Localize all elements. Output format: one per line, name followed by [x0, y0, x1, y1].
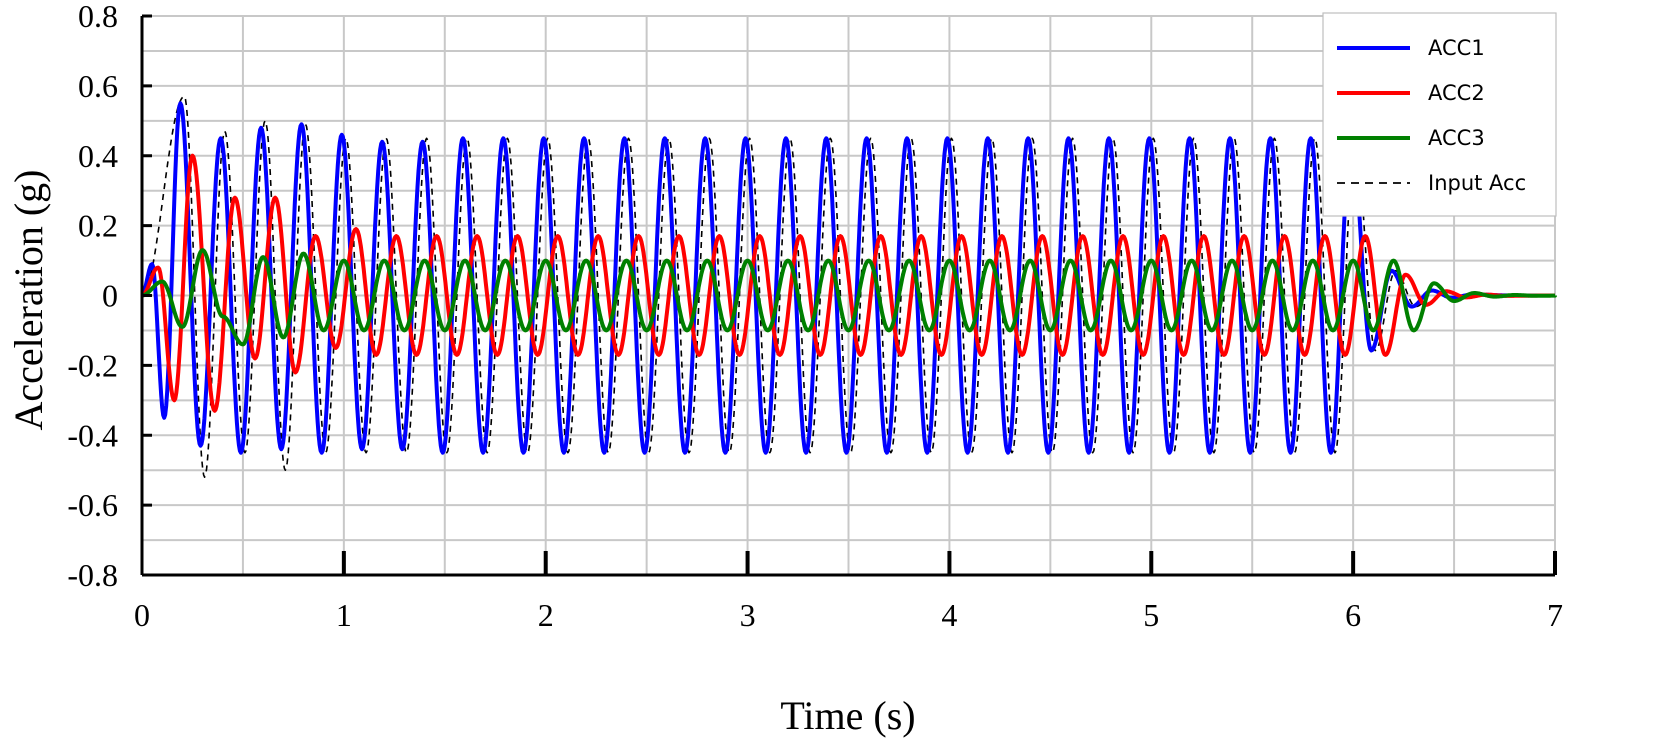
tick-labels: 0 1 2 3 4 5 6 7 0.8 0.6 0.4 0.2 0 -0.2 -0.4 -0.6 -0.8: [67, 0, 1563, 633]
y-tick-label: -0.4: [67, 417, 118, 453]
y-tick-label: 0.4: [78, 138, 118, 174]
series-line-acc1: [140, 101, 1556, 455]
y-tick-label: -0.8: [67, 557, 118, 593]
x-tick-label: 4: [941, 597, 957, 633]
y-tick-label: 0.6: [78, 68, 118, 104]
legend-label: Input Acc: [1428, 171, 1526, 195]
x-tick-label: 2: [538, 597, 554, 633]
y-tick-label: -0.6: [67, 487, 118, 523]
x-axis-title: Time (s): [780, 693, 915, 738]
series-line-acc3: [141, 248, 1557, 347]
x-tick-label: 5: [1143, 597, 1159, 633]
y-axis-title: Acceleration (g): [6, 170, 51, 431]
series-line-acc2: [141, 153, 1557, 413]
x-tick-label: 0: [134, 597, 150, 633]
series-line-input-acc: [141, 95, 1555, 479]
legend: ACC1 ACC2 ACC3 Input Acc: [1322, 12, 1557, 217]
x-tick-label: 1: [336, 597, 352, 633]
y-tick-label: 0.2: [78, 208, 118, 244]
x-tick-label: 6: [1345, 597, 1361, 633]
series-group: [140, 95, 1557, 479]
legend-label: ACC1: [1428, 36, 1485, 60]
axes: [140, 14, 1557, 577]
x-tick-label: 3: [740, 597, 756, 633]
x-tick-label: 7: [1547, 597, 1563, 633]
y-tick-label: 0: [102, 278, 118, 314]
y-tick-label: -0.2: [67, 347, 118, 383]
legend-label: ACC2: [1428, 81, 1485, 105]
y-tick-label: 0.8: [78, 0, 118, 34]
legend-label: ACC3: [1428, 126, 1485, 150]
